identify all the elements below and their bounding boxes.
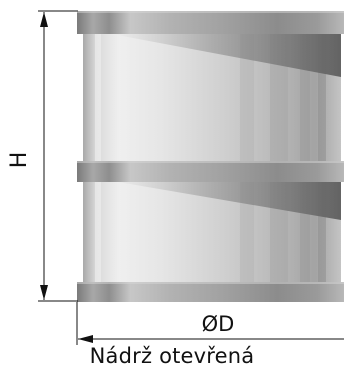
upper-shadow-wedge xyxy=(112,34,341,77)
height-dimension xyxy=(38,10,78,302)
middle-band xyxy=(77,161,344,182)
bottom-rim xyxy=(77,282,344,302)
diameter-dimension xyxy=(76,302,344,345)
height-arrow-top xyxy=(40,12,48,27)
height-arrow-bottom xyxy=(40,285,48,300)
caption: Nádrž otevřená xyxy=(89,344,255,368)
tank-bands xyxy=(77,11,344,302)
height-label: H xyxy=(7,152,32,169)
diameter-label: ØD xyxy=(202,312,235,336)
top-rim xyxy=(77,11,344,34)
shell-shading-stripes xyxy=(95,34,326,285)
tank-body xyxy=(83,34,341,285)
lower-shadow-wedge xyxy=(112,181,341,220)
diameter-arrow-left xyxy=(78,335,93,343)
